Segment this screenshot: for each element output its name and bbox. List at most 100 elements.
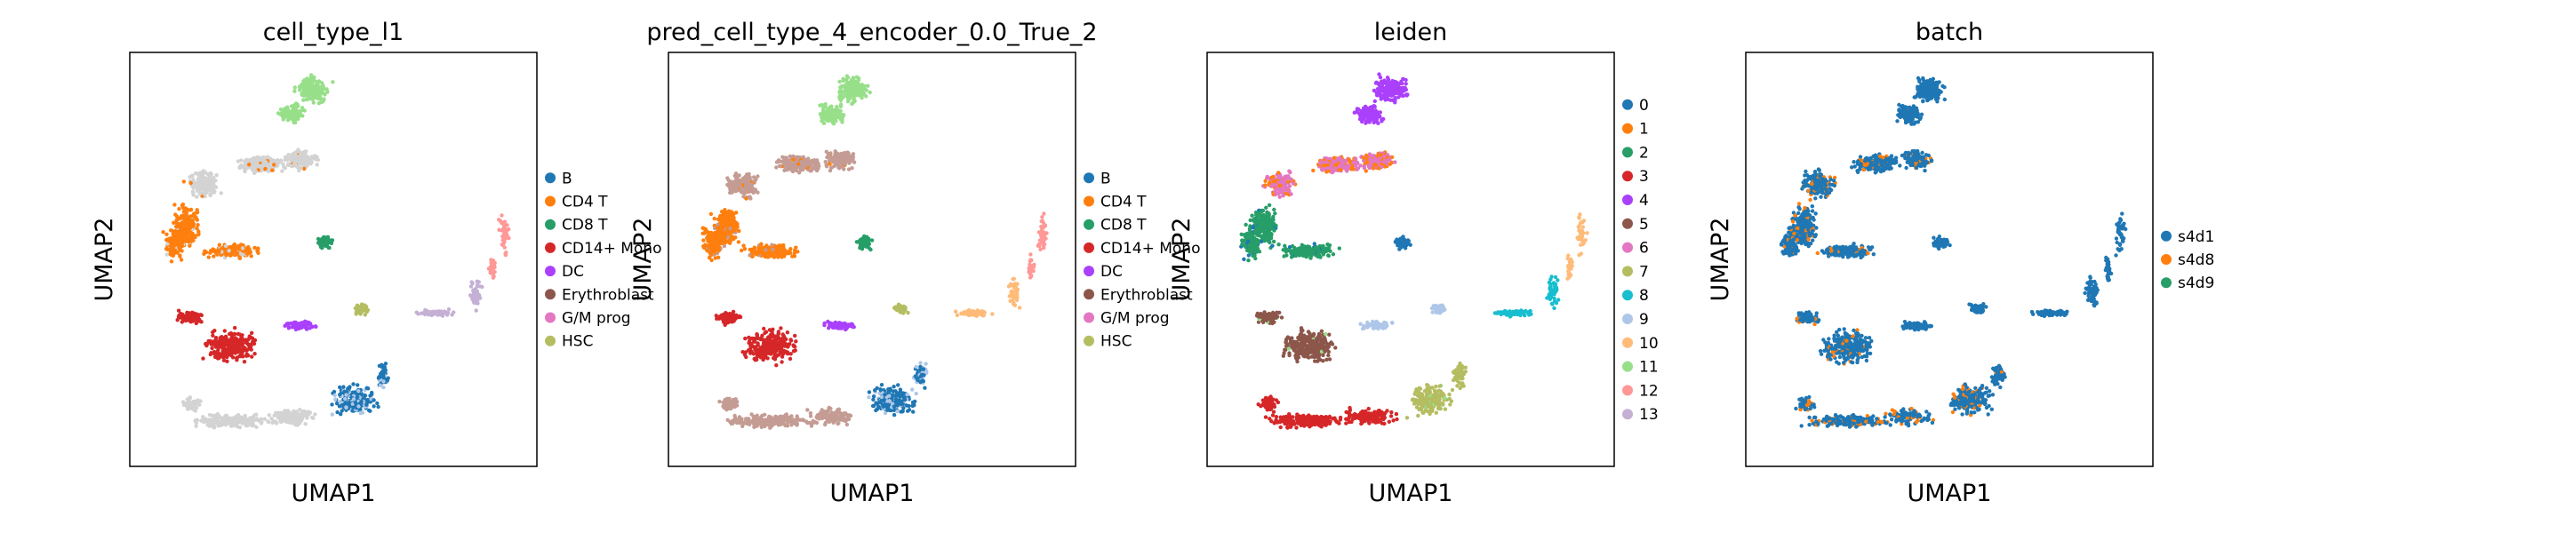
data-point (198, 183, 204, 188)
data-point (796, 250, 800, 254)
data-point (731, 309, 736, 314)
data-point (292, 115, 296, 120)
data-point (475, 290, 480, 296)
data-point (740, 179, 744, 183)
data-point (436, 313, 440, 317)
data-point (834, 322, 838, 327)
data-point (254, 162, 259, 166)
data-point (296, 147, 300, 152)
data-point (177, 207, 181, 211)
data-point (727, 211, 732, 215)
data-point (794, 159, 799, 164)
data-point (186, 227, 191, 231)
data-point (292, 85, 297, 90)
data-point (296, 416, 300, 420)
data-point (164, 232, 169, 236)
data-point (767, 328, 772, 332)
data-point (190, 213, 195, 219)
data-point (208, 352, 212, 357)
data-point (824, 149, 828, 154)
data-point (749, 349, 754, 354)
data-point (237, 332, 242, 337)
data-point (172, 220, 176, 225)
data-point (852, 97, 856, 102)
data-point (821, 115, 826, 121)
data-point (906, 310, 910, 315)
data-point (223, 413, 228, 418)
data-point (971, 311, 975, 315)
data-point (244, 348, 249, 353)
data-point (341, 385, 346, 389)
data-point (469, 280, 474, 284)
data-point (771, 334, 775, 338)
data-point (777, 163, 782, 168)
legend-label: DC (562, 263, 584, 281)
data-point (344, 393, 348, 397)
data-point (492, 274, 496, 279)
data-point (727, 313, 732, 317)
data-point (239, 158, 244, 163)
data-point (900, 410, 905, 414)
data-point (752, 179, 756, 184)
data-point (259, 417, 263, 421)
data-point (842, 153, 847, 158)
data-point (744, 354, 748, 360)
data-point (354, 309, 359, 314)
data-point (236, 159, 241, 163)
data-point (898, 387, 903, 392)
data-point (190, 404, 196, 409)
data-point (728, 180, 733, 185)
data-point (305, 322, 309, 326)
data-point (764, 350, 769, 355)
legend-label: CD4 T (562, 194, 608, 211)
data-point (827, 154, 832, 159)
data-point (189, 315, 195, 321)
data-point (368, 409, 372, 413)
data-point (748, 195, 752, 199)
data-point (294, 419, 299, 424)
data-point (830, 158, 835, 163)
data-point (897, 398, 901, 402)
data-point (761, 354, 766, 358)
data-point (867, 236, 871, 241)
data-point (276, 415, 280, 420)
data-point (197, 188, 203, 193)
data-point (313, 412, 317, 417)
data-point (713, 233, 717, 237)
data-point (502, 219, 508, 224)
data-point (834, 119, 838, 123)
data-point (729, 184, 733, 189)
data-point (204, 250, 209, 255)
data-point (902, 395, 907, 400)
data-point (207, 174, 212, 179)
data-point (892, 404, 897, 409)
data-point (196, 232, 201, 237)
data-point (833, 115, 837, 119)
data-point (791, 154, 796, 159)
data-point (258, 163, 262, 169)
data-point (244, 352, 249, 356)
data-point (286, 162, 291, 166)
data-point (753, 189, 757, 194)
data-point (207, 424, 212, 428)
data-point (330, 412, 334, 417)
data-point (290, 154, 294, 159)
data-point (904, 403, 909, 408)
data-point (252, 352, 257, 356)
data-point (791, 168, 796, 172)
legend-marker (545, 335, 556, 346)
data-point (822, 111, 828, 116)
data-point (173, 212, 178, 217)
data-point (230, 333, 235, 338)
data-point (301, 98, 306, 102)
data-point (901, 406, 906, 410)
data-point (190, 238, 195, 243)
data-point (323, 243, 328, 248)
data-point (755, 332, 759, 337)
data-point (359, 306, 364, 312)
data-point (253, 169, 259, 174)
data-point (713, 245, 717, 251)
data-point (780, 360, 784, 364)
data-point (187, 208, 191, 212)
data-point (179, 258, 184, 262)
